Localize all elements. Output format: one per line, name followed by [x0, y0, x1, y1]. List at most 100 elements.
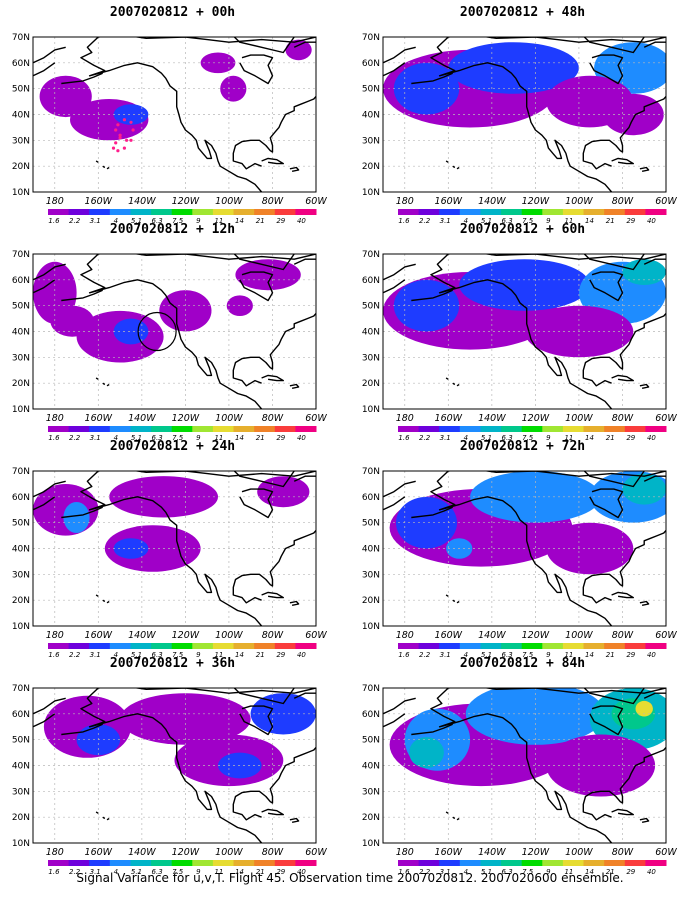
lon-tick-label: 80W [262, 413, 284, 424]
colorbar-label: 14 [585, 434, 594, 442]
coastline [589, 488, 624, 519]
colorbar-label: 7.5 [522, 434, 534, 442]
coastline [239, 54, 274, 85]
lon-tick-label: 120W [172, 413, 200, 424]
flight-track-point [116, 149, 120, 153]
variance-region [622, 259, 666, 285]
coastline [445, 160, 449, 163]
colorbar-label: 5.1 [131, 217, 142, 225]
coastline [106, 383, 110, 387]
lon-tick-label: 180 [46, 196, 64, 207]
lat-tick-label: 60N [12, 59, 30, 69]
coastline [232, 95, 316, 170]
lat-tick-label: 20N [362, 596, 380, 606]
lat-tick-label: 40N [12, 545, 30, 555]
colorbar-label: 11 [214, 434, 223, 442]
colorbar-label: 14 [585, 651, 594, 659]
lat-tick-label: 60N [362, 276, 380, 286]
lat-tick-label: 30N [362, 136, 380, 146]
colorbar-swatch [542, 209, 564, 215]
lat-tick-label: 50N [12, 519, 30, 529]
lat-tick-label: 60N [362, 493, 380, 503]
flight-track-point [114, 128, 118, 132]
coastline [33, 480, 66, 498]
colorbar-label: 9 [546, 434, 551, 442]
colorbar-label: 14 [235, 868, 244, 876]
lon-tick-label: 120W [522, 413, 550, 424]
lon-tick-label: 160W [435, 630, 463, 641]
map-panel-84h: 2007020812 + 84h 10N 20N 30N 40N 50N 60N 70N 180… [350, 656, 695, 876]
colorbar-swatch [398, 426, 420, 432]
colorbar-swatch [459, 426, 481, 432]
coastline [611, 591, 634, 599]
lon-tick-label: 100W [215, 413, 243, 424]
colorbar-swatch [68, 643, 90, 649]
colorbar-swatch [130, 860, 152, 866]
lon-tick-label: 100W [565, 413, 593, 424]
target-region-circle [137, 311, 177, 352]
colorbar-swatch [583, 860, 605, 866]
panel-title: 2007020812 + 24h [109, 439, 236, 454]
lon-tick-label: 160W [85, 630, 113, 641]
coastline [95, 811, 99, 814]
panel-title: 2007020812 + 60h [459, 222, 586, 237]
variance-region [546, 75, 634, 128]
colorbar-swatch [233, 860, 255, 866]
lon-tick-label: 160W [435, 847, 463, 858]
coastline [639, 383, 650, 389]
coastline [639, 817, 650, 823]
colorbar-label: 21 [606, 217, 615, 225]
colorbar-label: 4 [114, 434, 118, 442]
colorbar-swatch [398, 860, 420, 866]
coastline [583, 37, 645, 54]
colorbar-swatch [562, 860, 584, 866]
colorbar-label: 40 [647, 868, 656, 876]
map-panel-12h: 2007020812 + 12h 10N 20N 30N 40N 50N 60N 70N 180… [0, 222, 345, 442]
lon-tick-label: 80W [612, 630, 634, 641]
lon-tick-label: 60W [305, 413, 327, 424]
variance-region [113, 538, 149, 559]
colorbar-label: 3.1 [90, 434, 101, 442]
colorbar-label: 21 [606, 434, 615, 442]
colorbar-swatch [604, 860, 626, 866]
lat-tick-label: 40N [12, 762, 30, 772]
colorbar-label: 11 [564, 868, 573, 876]
coastline [430, 688, 666, 843]
variance-map: 10N 20N 30N 40N 50N 60N 70N 180 160W 140W 120W 100W… [12, 33, 328, 225]
colorbar-label: 9 [546, 868, 551, 876]
colorbar-swatch [274, 860, 296, 866]
coastline [239, 705, 274, 736]
coastline [102, 165, 106, 169]
colorbar-label: 9 [196, 434, 201, 442]
coastline [639, 600, 650, 606]
lon-tick-label: 140W [128, 413, 156, 424]
colorbar-label: 29 [626, 217, 635, 225]
colorbar-swatch [192, 426, 214, 432]
colorbar-swatch [68, 426, 90, 432]
colorbar-label: 6.3 [502, 434, 513, 442]
colorbar-swatch [459, 860, 481, 866]
coastline [80, 688, 316, 843]
colorbar-label: 6.3 [502, 217, 513, 225]
lon-tick-label: 180 [46, 413, 64, 424]
coastline [456, 600, 460, 604]
colorbar-swatch [151, 643, 173, 649]
variance-region [409, 737, 444, 769]
colorbar-swatch [418, 860, 440, 866]
coastline [61, 72, 103, 85]
coastline [383, 263, 416, 281]
lat-tick-label: 60N [12, 710, 30, 720]
colorbar-swatch [583, 209, 605, 215]
colorbar-swatch [521, 643, 543, 649]
lat-tick-label: 40N [12, 328, 30, 338]
colorbar-swatch [439, 860, 461, 866]
colorbar-label: 1.6 [398, 217, 410, 225]
colorbar-label: 11 [214, 217, 223, 225]
colorbar-label: 7.5 [522, 868, 534, 876]
colorbar-label: 7.5 [172, 651, 184, 659]
colorbar-label: 29 [276, 651, 285, 659]
colorbar-label: 1.6 [48, 868, 60, 876]
colorbar-swatch [212, 426, 234, 432]
lon-tick-label: 180 [396, 847, 414, 858]
colorbar-swatch [130, 426, 152, 432]
